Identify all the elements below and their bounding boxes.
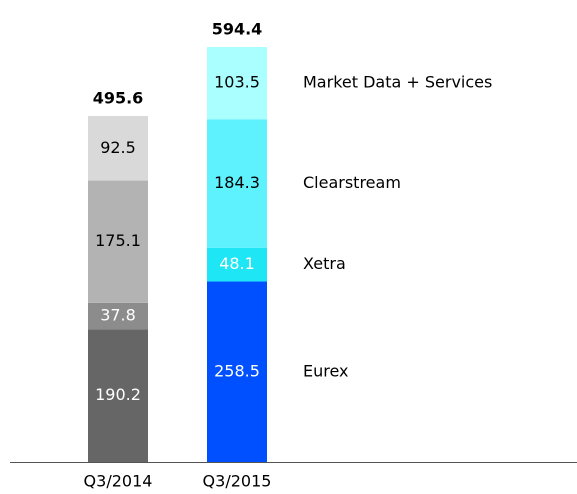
bar-segment [207, 47, 267, 120]
legend-label: Eurex [303, 361, 349, 380]
bar-segment [88, 302, 148, 330]
bar-segment [88, 115, 148, 181]
value-label: 48.1 [219, 254, 255, 273]
x-tick-label: Q3/2014 [84, 472, 153, 491]
value-label: 92.5 [100, 138, 136, 157]
bar-segment [207, 119, 267, 248]
total-label: 495.6 [93, 88, 144, 107]
legend-label: Clearstream [303, 173, 401, 192]
value-label: 184.3 [214, 173, 260, 192]
value-label: 175.1 [95, 231, 141, 250]
total-label: 594.4 [212, 20, 263, 39]
bar-segment [88, 180, 148, 303]
bar-segment [88, 329, 148, 462]
x-tick-label: Q3/2015 [203, 472, 272, 491]
bar-segment [207, 281, 267, 462]
value-label: 103.5 [214, 73, 260, 92]
value-label: 190.2 [95, 385, 141, 404]
bar-segment [207, 247, 267, 282]
value-label: 258.5 [214, 361, 260, 380]
legend-label: Market Data + Services [303, 73, 492, 92]
value-label: 37.8 [100, 306, 136, 325]
legend-label: Xetra [303, 254, 346, 273]
